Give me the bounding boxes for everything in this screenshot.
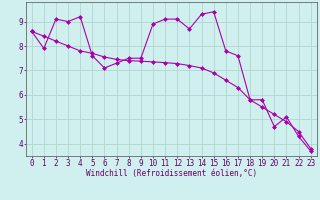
X-axis label: Windchill (Refroidissement éolien,°C): Windchill (Refroidissement éolien,°C) [86,169,257,178]
